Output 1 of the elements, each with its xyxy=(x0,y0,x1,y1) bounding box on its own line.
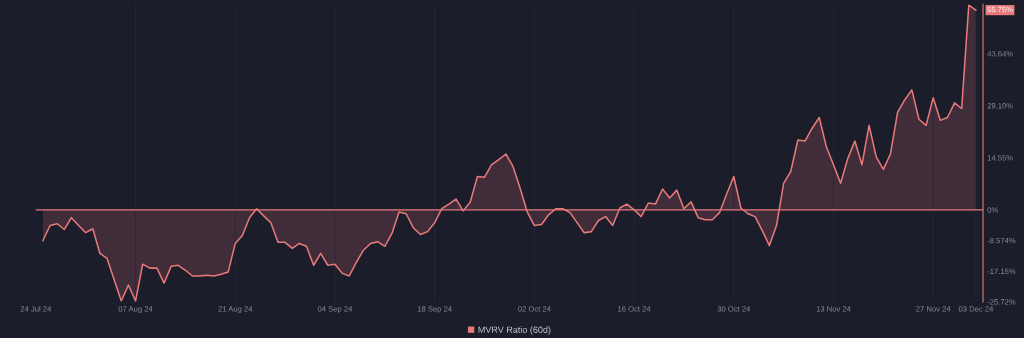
legend-label: MVRV Ratio (60d) xyxy=(478,326,551,335)
